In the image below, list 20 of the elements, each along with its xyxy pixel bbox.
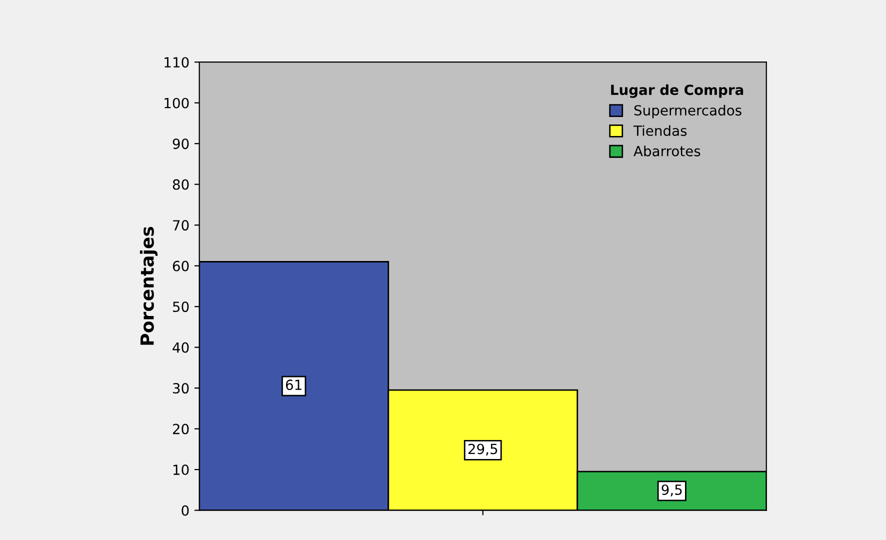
- legend-label: Abarrotes: [634, 146, 700, 156]
- y-tick-label: 60: [172, 260, 189, 272]
- y-tick-label: 50: [173, 302, 189, 312]
- y-tick-label: 40: [172, 342, 189, 353]
- legend-label: Tiendas: [633, 125, 687, 136]
- y-axis-title: Porcentajes: [140, 226, 158, 345]
- y-tick-label: 100: [164, 98, 189, 108]
- y-tick-label: 0: [182, 505, 189, 516]
- data-label: 61: [286, 380, 302, 390]
- y-tick-label: 20: [172, 424, 189, 434]
- legend-title: Lugar de Compra: [611, 84, 744, 98]
- y-tick-label: 80: [172, 179, 189, 190]
- legend-label: Supermercados: [634, 104, 742, 118]
- y-tick-label: 110: [164, 57, 189, 68]
- data-label: 29,5: [468, 444, 498, 456]
- data-label: 9,5: [662, 484, 682, 496]
- y-tick-label: 90: [172, 138, 189, 150]
- y-tick-label: 10: [173, 464, 189, 476]
- y-tick-label: 30: [173, 383, 189, 394]
- y-tick-label: 70: [173, 220, 189, 231]
